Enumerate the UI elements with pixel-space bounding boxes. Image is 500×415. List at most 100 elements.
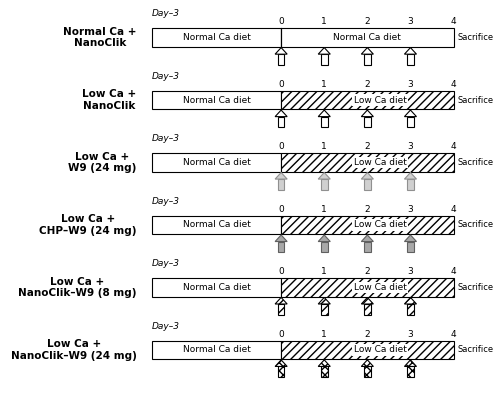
Text: Sacrifice: Sacrifice <box>458 95 494 105</box>
Text: 3: 3 <box>408 267 414 276</box>
Bar <box>364 366 370 377</box>
Bar <box>364 242 370 252</box>
Bar <box>281 278 454 297</box>
Text: Low Ca +
NanoClik–W9 (24 mg): Low Ca + NanoClik–W9 (24 mg) <box>11 339 136 361</box>
Bar <box>152 153 281 172</box>
Text: Day–3: Day–3 <box>152 72 180 81</box>
Bar <box>281 28 454 47</box>
Text: 4: 4 <box>451 17 456 27</box>
Polygon shape <box>318 298 330 304</box>
Text: Low Ca diet: Low Ca diet <box>354 283 406 292</box>
Text: Day–3: Day–3 <box>152 197 180 205</box>
Polygon shape <box>275 48 287 54</box>
Bar <box>407 366 414 377</box>
Text: 0: 0 <box>278 17 284 27</box>
Text: Low Ca diet: Low Ca diet <box>354 95 406 105</box>
Text: 1: 1 <box>322 17 327 27</box>
Bar <box>364 179 370 190</box>
Polygon shape <box>275 235 287 242</box>
Bar <box>364 117 370 127</box>
Bar <box>321 179 328 190</box>
Text: Day–3: Day–3 <box>152 134 180 143</box>
Text: Normal Ca diet: Normal Ca diet <box>334 33 402 42</box>
Bar <box>281 153 454 172</box>
Text: 1: 1 <box>322 205 327 214</box>
Bar <box>364 54 370 65</box>
Text: 3: 3 <box>408 330 414 339</box>
Polygon shape <box>362 110 374 117</box>
Text: Sacrifice: Sacrifice <box>458 33 494 42</box>
Text: Low Ca diet: Low Ca diet <box>354 345 406 354</box>
Bar <box>152 216 281 234</box>
Text: 2: 2 <box>364 205 370 214</box>
Bar <box>321 117 328 127</box>
Text: 3: 3 <box>408 142 414 151</box>
Text: Sacrifice: Sacrifice <box>458 220 494 229</box>
Text: 0: 0 <box>278 267 284 276</box>
Polygon shape <box>275 173 287 179</box>
Polygon shape <box>404 298 416 304</box>
Text: 0: 0 <box>278 80 284 89</box>
Bar <box>281 91 454 110</box>
Text: 4: 4 <box>451 330 456 339</box>
Bar <box>152 91 281 110</box>
Bar <box>321 242 328 252</box>
Text: Day–3: Day–3 <box>152 9 180 18</box>
Polygon shape <box>404 235 416 242</box>
Text: 1: 1 <box>322 80 327 89</box>
Text: Normal Ca diet: Normal Ca diet <box>182 158 250 167</box>
Polygon shape <box>362 173 374 179</box>
Bar <box>281 341 454 359</box>
Polygon shape <box>362 298 374 304</box>
Text: Low Ca +
NanoClik–W9 (8 mg): Low Ca + NanoClik–W9 (8 mg) <box>18 277 136 298</box>
Bar <box>321 366 328 377</box>
Polygon shape <box>362 235 374 242</box>
Text: Low Ca diet: Low Ca diet <box>354 220 406 229</box>
Bar <box>278 366 284 377</box>
Text: Day–3: Day–3 <box>152 259 180 268</box>
Bar <box>278 117 284 127</box>
Text: Low Ca +
CHP–W9 (24 mg): Low Ca + CHP–W9 (24 mg) <box>39 214 136 236</box>
Bar <box>281 216 454 234</box>
Bar <box>407 242 414 252</box>
Text: 1: 1 <box>322 330 327 339</box>
Bar <box>278 304 284 315</box>
Text: 0: 0 <box>278 205 284 214</box>
Text: 2: 2 <box>364 330 370 339</box>
Text: Day–3: Day–3 <box>152 322 180 330</box>
Bar <box>278 242 284 252</box>
Bar <box>152 341 281 359</box>
Text: 4: 4 <box>451 205 456 214</box>
Text: 4: 4 <box>451 267 456 276</box>
Text: 4: 4 <box>451 142 456 151</box>
Text: Sacrifice: Sacrifice <box>458 158 494 167</box>
Bar <box>407 179 414 190</box>
Polygon shape <box>318 360 330 366</box>
Polygon shape <box>275 298 287 304</box>
Text: Normal Ca diet: Normal Ca diet <box>182 345 250 354</box>
Bar <box>407 304 414 315</box>
Polygon shape <box>404 173 416 179</box>
Text: Low Ca +
W9 (24 mg): Low Ca + W9 (24 mg) <box>68 152 136 173</box>
Text: 2: 2 <box>364 267 370 276</box>
Text: Low Ca +
NanoClik: Low Ca + NanoClik <box>82 89 136 111</box>
Polygon shape <box>275 360 287 366</box>
Bar <box>278 179 284 190</box>
Text: Sacrifice: Sacrifice <box>458 345 494 354</box>
Text: Normal Ca diet: Normal Ca diet <box>182 33 250 42</box>
Polygon shape <box>318 110 330 117</box>
Bar <box>407 54 414 65</box>
Polygon shape <box>318 48 330 54</box>
Bar <box>321 54 328 65</box>
Text: 3: 3 <box>408 205 414 214</box>
Text: 2: 2 <box>364 80 370 89</box>
Text: 3: 3 <box>408 80 414 89</box>
Bar <box>364 304 370 315</box>
Text: 1: 1 <box>322 142 327 151</box>
Text: Sacrifice: Sacrifice <box>458 283 494 292</box>
Polygon shape <box>275 110 287 117</box>
Text: 0: 0 <box>278 330 284 339</box>
Polygon shape <box>404 48 416 54</box>
Polygon shape <box>318 173 330 179</box>
Bar <box>152 278 281 297</box>
